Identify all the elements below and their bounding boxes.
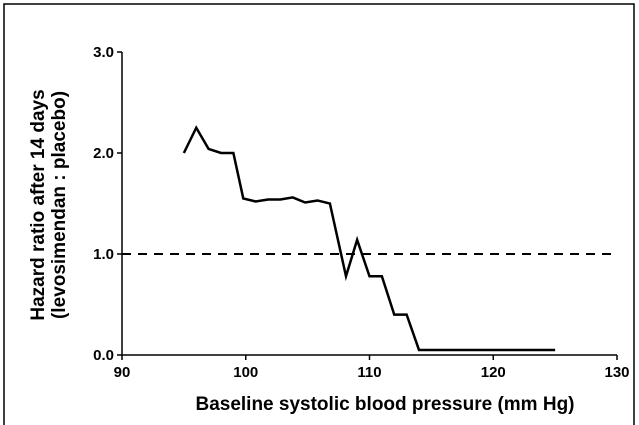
y-axis-label: (levosimendan : placebo) bbox=[49, 91, 70, 319]
x-axis-label: Baseline systolic blood pressure (mm Hg) bbox=[195, 394, 574, 415]
y-tick-label: 3.0 bbox=[93, 44, 114, 61]
y-tick-label: 2.0 bbox=[93, 145, 114, 162]
x-tick-label: 130 bbox=[604, 364, 629, 381]
x-tick-label: 90 bbox=[114, 364, 131, 381]
x-tick-label: 100 bbox=[233, 364, 258, 381]
y-axis-label: Hazard ratio after 14 days bbox=[28, 89, 49, 320]
y-tick-label: 1.0 bbox=[93, 246, 114, 263]
x-tick-label: 110 bbox=[357, 364, 381, 381]
y-tick-label: 0.0 bbox=[93, 347, 114, 364]
frame bbox=[3, 3, 635, 425]
data-line bbox=[182, 125, 556, 352]
x-tick-label: 120 bbox=[481, 364, 506, 381]
